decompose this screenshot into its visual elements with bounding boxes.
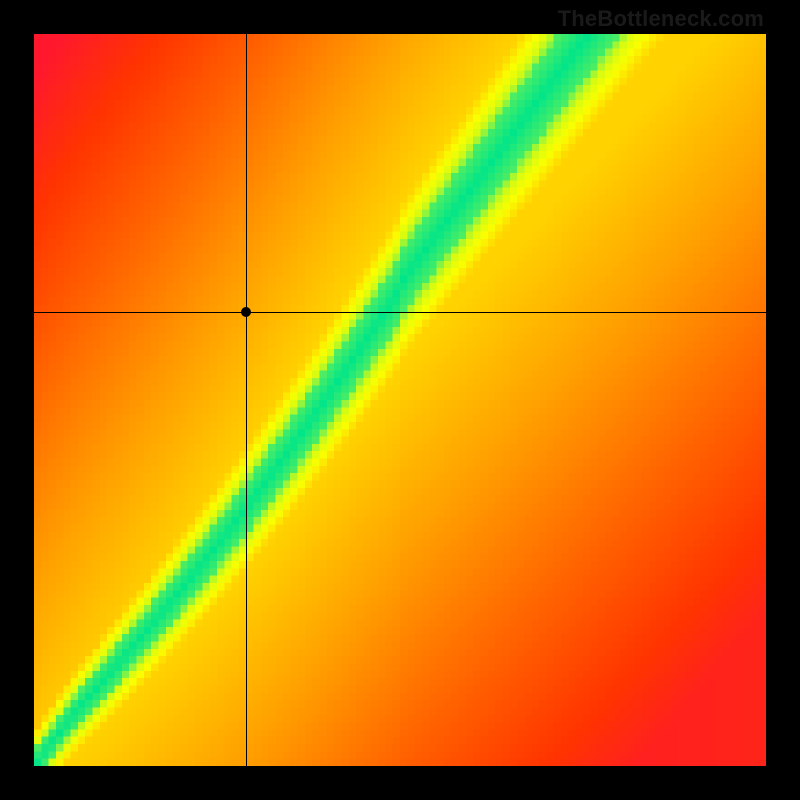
crosshair-horizontal bbox=[34, 312, 766, 313]
watermark-text: TheBottleneck.com bbox=[558, 6, 764, 32]
crosshair-vertical bbox=[246, 34, 247, 766]
heatmap-canvas bbox=[34, 34, 766, 766]
data-point-marker bbox=[241, 307, 251, 317]
heatmap-plot bbox=[34, 34, 766, 766]
